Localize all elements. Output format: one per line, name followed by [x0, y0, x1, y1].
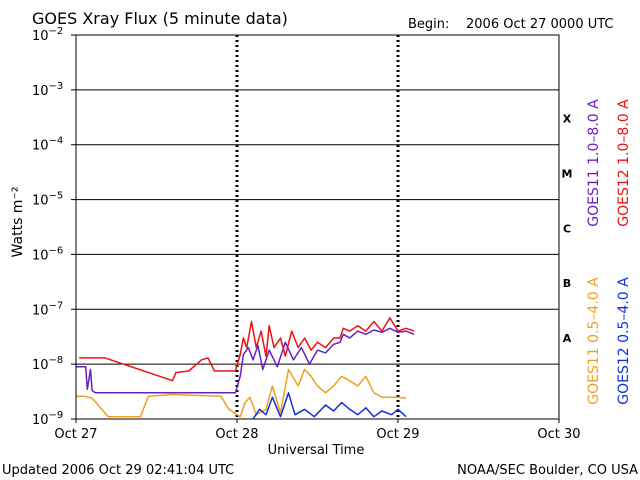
- x-tick-label: Oct 27: [54, 427, 97, 442]
- series-line-4: [252, 392, 407, 420]
- chart-title: GOES Xray Flux (5 minute data): [32, 9, 288, 28]
- series-lines: [76, 317, 415, 420]
- legend-entry-1: GOES11 1.0–8.0 A: [586, 99, 602, 227]
- begin-label: Begin:: [408, 17, 449, 32]
- flare-class-label: M: [562, 167, 573, 180]
- series-line-3: [76, 368, 407, 418]
- x-tick-label: Oct 28: [215, 427, 258, 442]
- begin-value: 2006 Oct 27 0000 UTC: [466, 17, 614, 32]
- y-tick-label: 10−9: [32, 410, 63, 428]
- grid: [76, 35, 559, 419]
- legend: GOES11 1.0–8.0 A GOES12 1.0–8.0 A GOES11 0…: [586, 99, 632, 405]
- series-line-2: [79, 317, 415, 382]
- footer-credit: NOAA/SEC Boulder, CO USA: [457, 463, 638, 478]
- footer-updated: Updated 2006 Oct 29 02:41:04 UTC: [2, 463, 234, 478]
- legend-entry-3: GOES11 0.5–4.0 A: [586, 277, 602, 405]
- x-tick-label: Oct 29: [376, 427, 419, 442]
- y-tick-label: 10−2: [32, 26, 63, 44]
- y-tick-labels: 10−2 10−3 10−4 10−5 10−6 10−7 10−8 10−9: [32, 26, 76, 428]
- plot-frame: [75, 34, 560, 420]
- flare-class-label: B: [563, 277, 571, 290]
- y-tick-label: 10−8: [32, 355, 63, 373]
- y-tick-label: 10−6: [32, 245, 63, 263]
- flare-class-label: C: [563, 222, 571, 235]
- legend-entry-4: GOES12 0.5–4.0 A: [616, 277, 632, 405]
- x-axis-label: Universal Time: [268, 443, 365, 458]
- series-line-1: [76, 327, 415, 394]
- x-tick-labels: Oct 27 Oct 28 Oct 29 Oct 30: [54, 419, 581, 442]
- flare-class-labels: X M C B A: [562, 113, 573, 345]
- y-tick-label: 10−5: [32, 191, 63, 209]
- legend-entry-2: GOES12 1.0–8.0 A: [616, 99, 632, 227]
- y-axis-label: Watts m⁻²: [10, 187, 26, 258]
- flare-class-label: A: [563, 332, 572, 345]
- flare-class-label: X: [563, 113, 572, 126]
- y-tick-label: 10−3: [32, 81, 63, 99]
- y-tick-label: 10−4: [32, 136, 63, 154]
- x-tick-label: Oct 30: [537, 427, 580, 442]
- y-tick-label: 10−7: [32, 300, 63, 318]
